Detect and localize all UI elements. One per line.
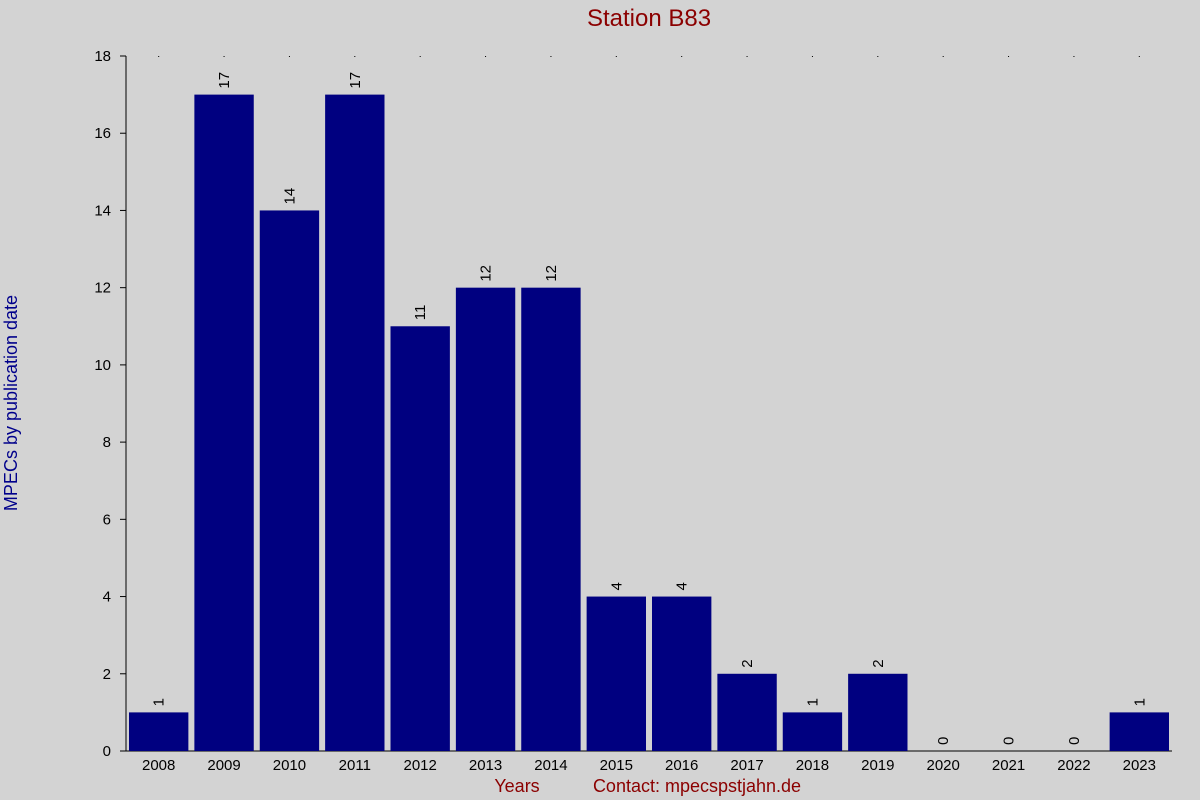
bar-value-label: 17	[216, 72, 233, 89]
top-dot-mark	[877, 56, 879, 57]
bar-value-label: 4	[674, 582, 691, 590]
chart-title: Station B83	[587, 5, 711, 32]
top-dot-mark	[681, 56, 683, 57]
bar-value-label: 4	[608, 582, 625, 590]
bar-value-label: 14	[281, 188, 298, 205]
x-tick-label: 2012	[404, 757, 437, 774]
bar-value-label: 12	[543, 265, 560, 282]
x-tick-label: 2018	[796, 757, 829, 774]
bar	[325, 94, 385, 752]
bar	[652, 596, 712, 751]
bar-value-label: 0	[1066, 737, 1083, 745]
top-dot-mark	[158, 56, 160, 57]
top-dot-mark	[615, 56, 617, 57]
x-tick-label: 2016	[665, 757, 698, 774]
bar	[259, 210, 320, 751]
bar	[521, 287, 581, 751]
top-dot-mark	[811, 56, 813, 57]
bar	[390, 326, 450, 751]
x-axis-label: Years	[494, 776, 539, 796]
top-dot-mark	[354, 56, 356, 57]
bar-value-label: 2	[739, 659, 756, 667]
top-dot-mark	[419, 56, 421, 57]
bar	[1109, 712, 1169, 751]
x-tick-label: 2011	[339, 757, 371, 774]
bar-value-label: 1	[151, 698, 168, 706]
bar	[717, 673, 777, 751]
y-tick-label: 10	[94, 357, 111, 374]
bar-value-label: 12	[478, 265, 495, 282]
top-dot-mark	[1138, 56, 1140, 57]
bar-value-label: 2	[870, 659, 887, 667]
bar-value-label: 0	[935, 737, 952, 745]
x-tick-label: 2009	[207, 757, 240, 774]
top-dot-mark	[942, 56, 944, 57]
bar-value-label: 0	[1001, 737, 1018, 745]
x-tick-label: 2008	[142, 757, 175, 774]
top-dot-mark	[746, 56, 748, 57]
y-tick-label: 2	[103, 666, 111, 683]
x-tick-label: 2015	[600, 757, 633, 774]
y-tick-label: 14	[94, 202, 111, 219]
y-tick-label: 16	[94, 125, 111, 142]
y-tick-label: 12	[94, 280, 111, 297]
x-tick-label: 2020	[927, 757, 960, 774]
plot-area: 0246810121416181200817200914201017201111…	[94, 48, 1172, 774]
top-dot-mark	[288, 56, 290, 57]
bar	[848, 673, 908, 751]
bar-value-label: 1	[804, 698, 821, 706]
bar	[129, 712, 189, 751]
bar-value-label: 17	[347, 72, 364, 89]
y-tick-label: 18	[94, 48, 111, 65]
top-dot-mark	[223, 56, 225, 57]
x-tick-label: 2021	[992, 757, 1025, 774]
x-tick-label: 2017	[730, 757, 763, 774]
top-dot-mark	[1073, 56, 1075, 57]
bar-value-label: 11	[412, 305, 429, 321]
bar	[586, 596, 646, 751]
bar	[194, 94, 254, 752]
x-tick-label: 2022	[1057, 757, 1090, 774]
x-tick-label: 2023	[1123, 757, 1156, 774]
x-tick-label: 2014	[534, 757, 567, 774]
y-tick-label: 0	[103, 743, 111, 760]
contact-text: Contact: mpecspstjahn.de	[593, 776, 801, 796]
top-dot-mark	[1008, 56, 1010, 57]
bar	[455, 287, 516, 751]
bar-value-label: 1	[1131, 698, 1148, 706]
x-tick-label: 2013	[469, 757, 502, 774]
top-dot-mark	[485, 56, 487, 57]
y-tick-label: 6	[103, 511, 111, 528]
y-tick-label: 4	[103, 589, 111, 606]
y-axis-label: MPECs by publication date	[1, 295, 21, 511]
x-tick-label: 2019	[861, 757, 894, 774]
bar	[782, 712, 843, 751]
x-tick-label: 2010	[273, 757, 306, 774]
y-tick-label: 8	[103, 434, 111, 451]
top-dot-mark	[550, 56, 552, 57]
